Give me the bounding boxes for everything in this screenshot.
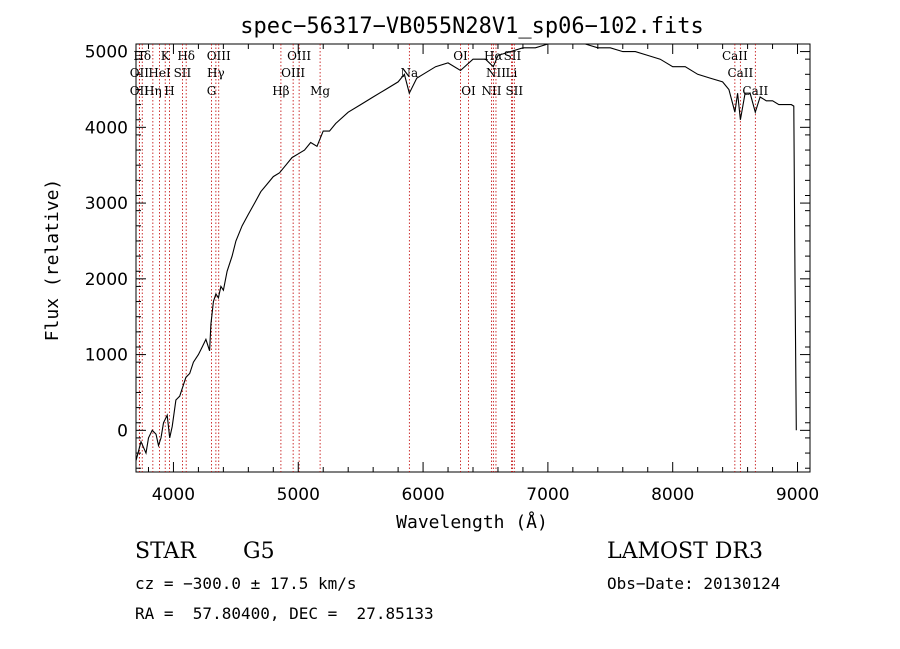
spectral-line-label: CaII xyxy=(742,84,768,98)
spectral-line-markers xyxy=(138,44,756,472)
spectral-line-label: Hβ xyxy=(272,84,289,98)
obs-date-readout: Obs−Date: 20130124 xyxy=(607,574,781,593)
spectrum-series-line xyxy=(135,43,797,461)
plot-frame xyxy=(135,43,811,473)
spectral-line-label: NII xyxy=(481,84,501,98)
y-axis-label: Flux (relative) xyxy=(42,179,63,342)
radec-readout: RA = 57.80400, DEC = 27.85133 xyxy=(135,604,434,623)
spectral-line-label: K xyxy=(161,49,171,63)
spectral-line-label: CaII xyxy=(727,66,753,80)
x-tick-label: 7000 xyxy=(526,485,569,505)
spectral-line-label: OIII xyxy=(287,49,311,63)
spectral-line-label: OIII xyxy=(207,49,231,63)
spectral-line-label: Li xyxy=(506,66,518,80)
x-axis-label: Wavelength (Å) xyxy=(396,511,548,533)
y-tick-label: 3000 xyxy=(85,194,128,214)
chart-title: spec−56317−VB055N28V1_sp06−102.fits xyxy=(240,14,704,39)
spectral-line-label: G xyxy=(207,84,217,98)
spectral-line-label: SII xyxy=(505,84,523,98)
y-tick-label: 1000 xyxy=(85,346,128,366)
object-class-label: STAR xyxy=(135,539,196,564)
x-axis-ticks: 4000 5000 6000 7000 8000 9000 xyxy=(147,44,819,505)
spectral-line-label: Mg xyxy=(310,84,330,98)
spectral-line-label: OI xyxy=(453,49,468,63)
spectral-line-label: Hγ xyxy=(207,66,225,80)
y-tick-label: 0 xyxy=(117,421,128,441)
x-tick-label: 8000 xyxy=(651,485,694,505)
spectral-line-label: NII xyxy=(486,66,506,80)
y-axis-ticks: 0 1000 2000 3000 4000 5000 xyxy=(85,43,810,469)
spectral-line-label: Hη xyxy=(144,84,162,98)
x-tick-label: 6000 xyxy=(401,485,444,505)
x-tick-label: 4000 xyxy=(152,485,195,505)
spectral-line-label: Hδ xyxy=(177,49,195,63)
spectral-line-label: CaII xyxy=(722,49,748,63)
spectral-line-label: OII xyxy=(130,66,150,80)
spectral-line-label: Na xyxy=(401,66,419,80)
x-tick-label: 9000 xyxy=(776,485,819,505)
spectral-line-label: HeI xyxy=(148,66,171,80)
y-tick-label: 2000 xyxy=(85,270,128,290)
spectral-line-label: OIII xyxy=(281,66,305,80)
subclass-label: G5 xyxy=(243,539,275,564)
spectral-line-label: OI xyxy=(461,84,476,98)
cz-readout: cz = −300.0 ± 17.5 km/s xyxy=(135,574,357,593)
y-tick-label: 5000 xyxy=(85,43,128,63)
survey-label: LAMOST DR3 xyxy=(607,539,763,564)
spectral-line-label: H xyxy=(164,84,174,98)
spectral-line-label: OII xyxy=(130,84,150,98)
spectral-line-label: Hα xyxy=(484,49,503,63)
x-tick-label: 5000 xyxy=(277,485,320,505)
spectral-line-label: SII xyxy=(174,66,192,80)
y-tick-label: 4000 xyxy=(85,118,128,138)
